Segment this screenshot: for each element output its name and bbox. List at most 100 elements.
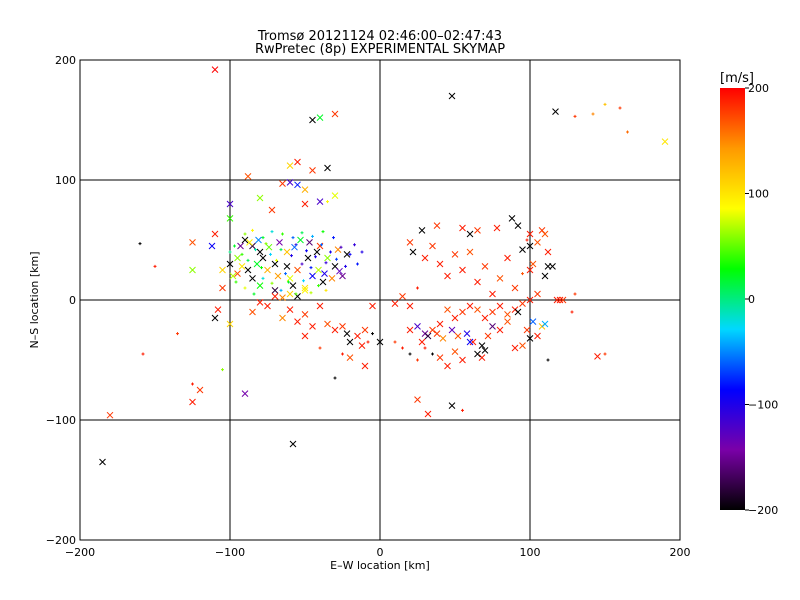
data-point-cross <box>214 306 222 313</box>
data-point-cross <box>519 342 526 349</box>
data-point-plus <box>302 279 305 283</box>
data-point-cross <box>106 411 114 419</box>
data-point-plus <box>252 292 256 296</box>
data-point-cross <box>309 167 316 174</box>
data-point-cross <box>294 266 301 274</box>
data-point-cross <box>316 242 324 250</box>
data-point-cross <box>244 173 252 180</box>
data-point-plus <box>317 284 320 288</box>
data-point-plus <box>546 358 550 362</box>
data-point-cross <box>286 162 294 169</box>
data-point-cross <box>448 402 456 409</box>
data-point-plus <box>300 262 304 266</box>
data-point-cross <box>544 248 552 256</box>
data-point-cross <box>324 254 331 262</box>
colorbar-label: [m/s] <box>720 71 754 86</box>
data-point-cross <box>369 302 376 310</box>
data-point-cross <box>478 342 486 349</box>
data-point-cross <box>526 230 534 238</box>
data-point-cross <box>331 326 339 334</box>
data-point-plus <box>309 291 313 295</box>
data-point-cross <box>219 284 226 292</box>
data-point-cross <box>316 114 324 121</box>
data-point-plus <box>243 232 247 236</box>
data-point-cross <box>265 243 273 251</box>
colorbar-tick-label: −200 <box>748 504 778 517</box>
data-point-plus <box>360 250 364 254</box>
data-point-plus <box>251 228 254 232</box>
data-point-plus <box>138 242 142 246</box>
data-point-cross <box>451 314 459 322</box>
data-point-cross <box>376 338 384 346</box>
data-point-cross <box>336 267 343 275</box>
data-point-cross <box>286 290 294 298</box>
data-point-cross <box>534 290 541 298</box>
data-point-cross <box>301 287 309 294</box>
data-point-cross <box>271 293 279 300</box>
data-point-cross <box>294 158 301 166</box>
data-point-cross <box>316 302 324 310</box>
data-point-cross <box>211 66 219 73</box>
data-point-cross <box>424 332 432 340</box>
data-point-plus <box>329 250 332 254</box>
data-point-cross <box>466 302 474 310</box>
data-point-plus <box>246 258 250 262</box>
data-point-plus <box>416 286 419 290</box>
data-point-cross <box>226 200 234 208</box>
data-point-cross <box>493 224 501 232</box>
data-point-cross <box>358 342 366 349</box>
data-point-plus <box>521 272 524 276</box>
data-point-cross <box>324 320 331 328</box>
data-point-plus <box>626 130 629 134</box>
data-point-plus <box>341 352 344 356</box>
data-points <box>99 66 669 466</box>
data-point-cross <box>514 222 522 229</box>
data-point-plus <box>333 376 337 380</box>
data-point-cross <box>361 362 369 370</box>
data-point-plus <box>525 238 529 242</box>
data-point-plus <box>233 244 236 248</box>
data-point-cross <box>529 318 537 325</box>
data-point-cross <box>244 266 252 274</box>
data-point-plus <box>461 408 464 412</box>
data-point-cross <box>489 290 496 298</box>
data-point-cross <box>459 356 466 364</box>
data-point-cross <box>414 323 421 330</box>
data-point-cross <box>474 227 481 234</box>
data-point-cross <box>409 248 417 256</box>
data-point-cross <box>208 242 216 250</box>
data-point-cross <box>552 108 559 115</box>
data-point-cross <box>481 314 489 322</box>
y-tick-label: 100 <box>55 174 76 187</box>
data-point-plus <box>344 264 347 268</box>
x-tick-label: −100 <box>215 546 245 559</box>
data-point-cross <box>253 260 261 268</box>
data-point-cross <box>196 386 204 394</box>
data-point-plus <box>318 346 322 350</box>
data-point-cross <box>448 326 456 334</box>
data-point-cross <box>504 318 511 325</box>
data-point-cross <box>484 332 492 340</box>
data-point-cross <box>469 338 477 346</box>
data-point-cross <box>229 272 237 280</box>
data-point-plus <box>408 352 412 356</box>
data-point-cross <box>328 275 336 282</box>
data-point-cross <box>99 458 106 466</box>
data-point-cross <box>433 330 441 337</box>
data-point-cross <box>256 282 264 289</box>
x-tick-label: 200 <box>670 546 691 559</box>
data-point-cross <box>444 362 451 370</box>
data-point-cross <box>523 326 531 334</box>
y-tick-label: −200 <box>46 534 76 547</box>
data-point-cross <box>504 311 511 318</box>
data-point-cross <box>249 275 256 282</box>
data-point-plus <box>366 340 370 344</box>
data-point-plus <box>279 288 283 292</box>
y-tick-label: −100 <box>46 414 76 427</box>
data-point-cross <box>474 350 481 358</box>
data-point-cross <box>315 266 322 274</box>
data-point-plus <box>603 352 607 356</box>
data-point-cross <box>466 338 474 346</box>
data-point-cross <box>237 242 244 250</box>
data-point-cross <box>189 239 196 246</box>
